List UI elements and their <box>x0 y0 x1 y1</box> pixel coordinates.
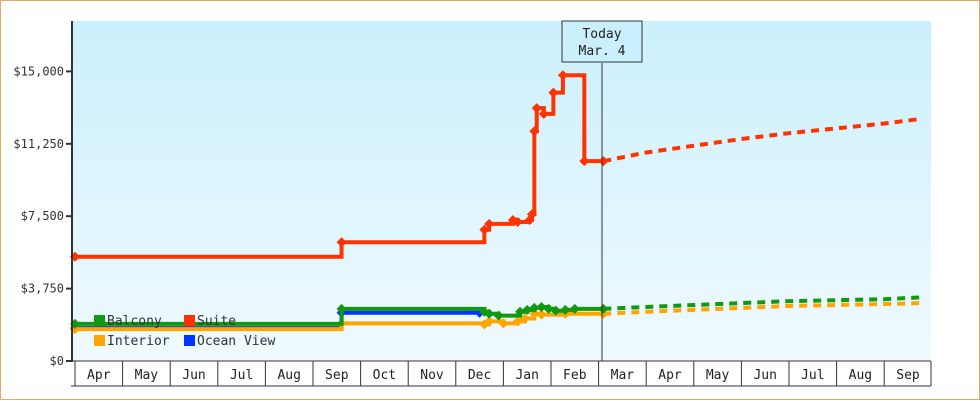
legend-label: Suite <box>197 314 236 329</box>
x-tick-label: Mar <box>611 368 635 383</box>
data-point-marker <box>536 301 547 312</box>
data-point-marker <box>526 209 537 220</box>
legend-label: Balcony <box>107 314 162 329</box>
legend-swatch <box>94 315 105 326</box>
data-point-marker <box>484 308 495 319</box>
x-tick-label: Aug <box>849 368 872 383</box>
series-layer <box>70 70 923 335</box>
data-point-marker <box>515 306 526 317</box>
x-tick-label: Sep <box>896 368 920 383</box>
legend-item-ocean-view: Ocean View <box>184 334 275 349</box>
data-point-marker <box>598 156 609 167</box>
data-point-marker <box>512 216 523 227</box>
x-tick-label: May <box>135 368 159 383</box>
data-point-marker <box>484 316 495 327</box>
today-label: Today <box>582 27 621 42</box>
data-point-marker <box>536 309 547 320</box>
data-point-marker <box>336 237 347 248</box>
legend-swatch <box>184 335 195 346</box>
x-tick-label: Apr <box>658 368 682 383</box>
data-point-marker <box>519 313 530 324</box>
today-date: Mar. 4 <box>579 44 626 59</box>
legend-label: Ocean View <box>197 334 275 349</box>
data-point-marker <box>569 303 580 314</box>
y-tick-label: $0 <box>50 354 64 368</box>
data-point-marker <box>512 316 523 327</box>
data-point-marker <box>560 304 571 315</box>
x-tick-label: May <box>706 368 730 383</box>
data-point-marker <box>336 303 347 314</box>
series-balcony <box>70 295 923 329</box>
series-suite <box>70 70 923 262</box>
data-point-marker <box>538 108 549 119</box>
legend-swatch <box>184 315 195 326</box>
data-point-marker <box>579 156 590 167</box>
x-tick-label: Jan <box>515 368 538 383</box>
axes: $0 $3,750 $7,500 $11,250 $15,000 Apr May Jun Jul… <box>13 21 932 387</box>
data-point-marker <box>548 87 559 98</box>
legend-item-suite: Suite <box>184 314 236 329</box>
y-tick-label: $11,250 <box>13 137 64 151</box>
data-point-marker <box>498 318 509 329</box>
data-point-marker <box>531 103 542 114</box>
legend-item-interior: Interior <box>94 334 170 349</box>
data-point-marker <box>479 224 490 235</box>
x-tick-label: Nov <box>420 368 444 383</box>
legend-swatch <box>94 335 105 346</box>
x-tick-label: Apr <box>87 368 111 383</box>
today-label-box <box>561 20 643 63</box>
today-marker: Today Mar. 4 <box>561 20 643 361</box>
y-tick-label: $15,000 <box>13 64 64 78</box>
x-tick-label: Jul <box>801 368 824 383</box>
legend: Balcony Suite Interior Ocean View <box>94 314 275 349</box>
y-tick-label: $7,500 <box>21 209 64 223</box>
x-tick-label: Jul <box>230 368 253 383</box>
plot-area <box>73 21 931 361</box>
x-tick-label: Feb <box>563 368 587 383</box>
y-tick-label: $3,750 <box>21 282 64 296</box>
legend-label: Interior <box>107 334 170 349</box>
x-tick-label: Oct <box>373 368 396 383</box>
data-point-marker <box>522 304 533 315</box>
x-tick-label: Sep <box>325 368 349 383</box>
legend-item-balcony: Balcony <box>94 314 162 329</box>
data-point-marker <box>543 303 554 314</box>
data-point-marker <box>493 310 504 321</box>
data-point-marker <box>557 70 568 81</box>
data-point-marker <box>484 218 495 229</box>
data-point-marker <box>529 126 540 137</box>
x-tick-label: Aug <box>277 368 300 383</box>
data-point-marker <box>550 305 561 316</box>
data-point-marker <box>529 302 540 313</box>
x-tick-label: Jun <box>753 368 776 383</box>
data-point-marker <box>598 303 609 314</box>
x-tick-label: Dec <box>468 368 491 383</box>
x-tick-label: Jun <box>182 368 205 383</box>
